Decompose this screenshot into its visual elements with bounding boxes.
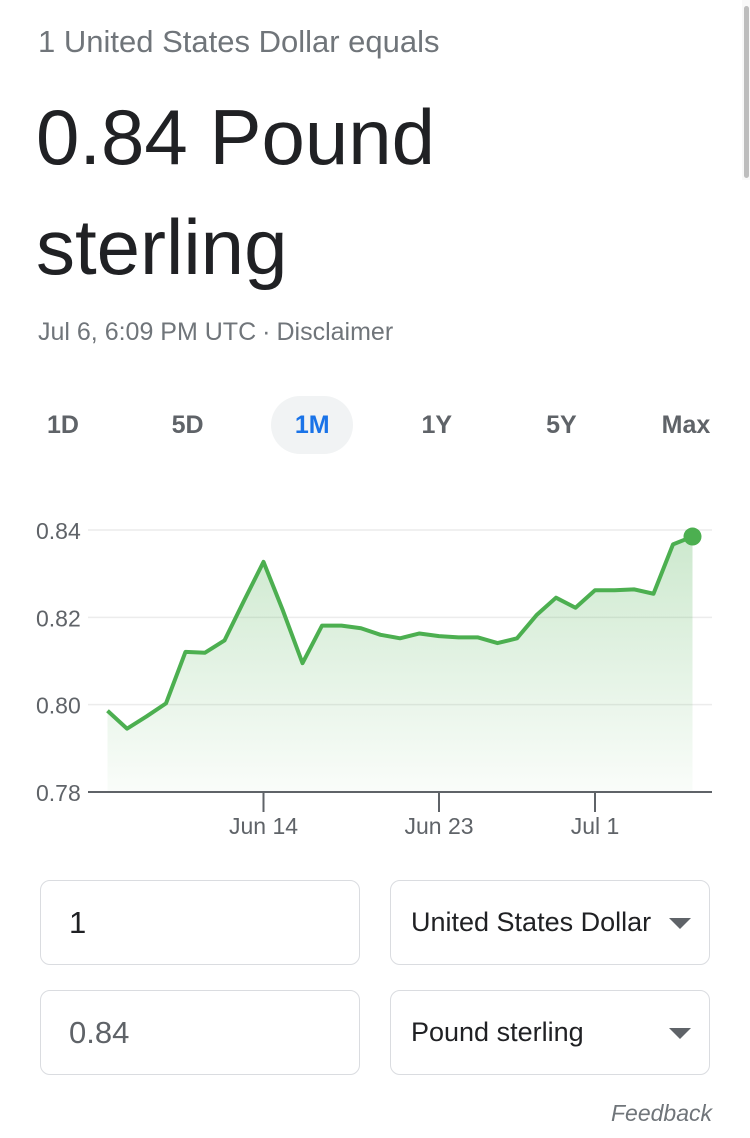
range-tabs: 1D 5D 1M 1Y 5Y Max <box>22 396 727 454</box>
tab-max[interactable]: Max <box>661 411 711 439</box>
y-tick-label: 0.84 <box>36 518 81 544</box>
from-amount-field[interactable] <box>40 880 360 965</box>
timestamp: Jul 6, 6:09 PM UTC <box>38 318 257 346</box>
tab-5y[interactable]: 5Y <box>546 411 577 439</box>
page-scrollbar[interactable] <box>742 0 750 180</box>
conversion-result: 0.84 Pound sterling <box>36 93 436 291</box>
conversion-subtitle: 1 United States Dollar equals <box>38 24 440 59</box>
tab-1m[interactable]: 1M <box>271 396 354 454</box>
y-tick-label: 0.82 <box>36 605 81 631</box>
x-tick-label: Jun 23 <box>404 813 473 839</box>
from-currency-label: United States Dollar <box>411 907 652 937</box>
from-currency-select[interactable]: United States Dollar <box>390 880 710 965</box>
x-tick-label: Jul 1 <box>571 813 620 839</box>
to-amount-input[interactable] <box>41 991 359 1074</box>
y-tick-label: 0.80 <box>36 693 81 719</box>
area-fill <box>107 536 693 792</box>
to-amount-field[interactable] <box>40 990 360 1075</box>
chevron-down-icon <box>669 917 691 929</box>
y-tick-label: 0.78 <box>36 780 81 806</box>
x-tick-label: Jun 14 <box>229 813 298 839</box>
separator: · <box>262 318 271 346</box>
tab-1y[interactable]: 1Y <box>421 411 453 439</box>
tab-1d[interactable]: 1D <box>47 411 79 439</box>
from-amount-input[interactable] <box>41 881 359 964</box>
scrollbar-thumb[interactable] <box>744 6 749 178</box>
tab-5d[interactable]: 5D <box>171 411 204 439</box>
exchange-rate-chart[interactable]: 0.84 0.82 0.80 0.78 Jun 14 Jun 23 Jul 1 <box>0 500 750 850</box>
to-currency-select[interactable]: Pound sterling <box>390 990 710 1075</box>
to-currency-label: Pound sterling <box>411 1017 584 1047</box>
feedback-link[interactable]: Feedback <box>610 1100 712 1126</box>
series-line <box>106 534 694 731</box>
chevron-down-icon <box>669 1027 691 1039</box>
current-point-marker <box>683 527 702 546</box>
timestamp-line: Jul 6, 6:09 PM UTC · Disclaimer <box>38 318 393 347</box>
disclaimer-link[interactable]: Disclaimer <box>276 318 394 346</box>
